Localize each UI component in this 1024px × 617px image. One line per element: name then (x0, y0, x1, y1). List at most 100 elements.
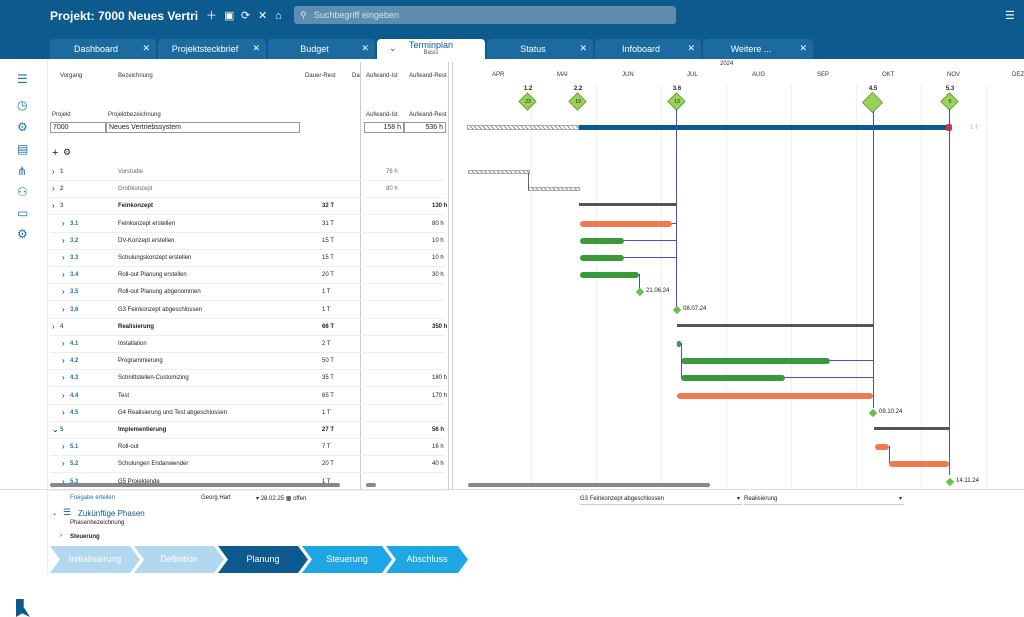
bar-grobkonzept[interactable] (528, 187, 580, 192)
menu-icon[interactable]: ☰ (17, 72, 28, 86)
gantt-scrollbar[interactable] (468, 483, 710, 487)
task-name[interactable]: G5 Projektende (118, 478, 160, 485)
id-card-icon[interactable]: ▭ (17, 206, 29, 220)
task-id[interactable]: 4 (60, 323, 64, 330)
bar-3-2[interactable] (580, 237, 624, 244)
task-name[interactable]: Roll-out Planung abgenommen (118, 289, 201, 296)
task-name[interactable]: Programmierung (118, 358, 163, 365)
chevron-right-icon[interactable]: › (62, 235, 65, 245)
col-dauer[interactable]: Dauer-Rest (305, 73, 336, 79)
task-name[interactable]: Feinkonzept (118, 203, 154, 210)
bar-3-1[interactable] (580, 220, 672, 227)
project-id-field[interactable]: 7000 (50, 122, 106, 133)
phase-2[interactable]: Planung (218, 546, 308, 573)
calendar-icon[interactable]: ▦ (285, 496, 292, 502)
task-id[interactable]: 3.1 (70, 220, 79, 227)
tab-close-icon[interactable]: ✕ (252, 43, 260, 53)
grid-separator[interactable] (360, 62, 361, 490)
chevron-right-icon[interactable]: › (62, 270, 65, 280)
settings-sync-icon[interactable]: ⚙ (17, 120, 28, 134)
add-row-icon[interactable]: + (52, 147, 59, 159)
gantt-separator[interactable] (448, 62, 449, 490)
chevron-down-icon[interactable]: ⌄ (389, 43, 397, 53)
bar-feinkonzept[interactable] (579, 203, 677, 207)
col-vorgang[interactable]: Vorgang (60, 73, 83, 79)
tab-projektsteckbrief[interactable]: Projektsteckbrief ✕ (158, 39, 266, 59)
bar-vorstudie[interactable] (468, 170, 530, 174)
gear-icon[interactable]: ⚙ (17, 227, 28, 241)
task-name[interactable]: Test (118, 392, 130, 399)
bar-3-4[interactable] (580, 272, 639, 279)
bar-5-1[interactable] (875, 444, 889, 451)
bar-implementierung[interactable] (874, 427, 950, 430)
grid-scrollbar[interactable] (50, 483, 340, 487)
history-icon[interactable]: ◷ (17, 98, 28, 112)
close-icon[interactable]: ✕ (258, 10, 268, 22)
approval-date[interactable]: ▾ 28.02.25 ▦ offen (256, 496, 307, 502)
task-id[interactable]: 4.1 (70, 341, 79, 347)
tab-close-icon[interactable]: ✕ (579, 43, 587, 53)
bar-4-1[interactable] (677, 341, 681, 347)
chevron-right-icon[interactable]: › (62, 253, 65, 262)
bar-4-2[interactable] (681, 358, 830, 365)
chevron-right-icon[interactable]: › (62, 339, 65, 348)
task-id[interactable]: 5.3 (70, 478, 79, 485)
chevron-right-icon[interactable]: › (52, 321, 55, 331)
project-bar[interactable] (579, 125, 948, 130)
bar-3-3[interactable] (580, 255, 624, 261)
tab-close-icon[interactable]: ✕ (361, 43, 369, 53)
task-name[interactable]: Installation (118, 341, 147, 347)
phase-0[interactable]: Initialisierung (50, 546, 140, 573)
task-name[interactable]: Implementierung (118, 427, 167, 433)
chevron-right-icon[interactable]: › (52, 167, 55, 176)
search-input[interactable]: ⚲ Suchbegriff eingeben (294, 6, 676, 24)
bar-realisierung[interactable] (677, 323, 874, 327)
task-name[interactable]: Roll-out Planung erstellen (118, 272, 187, 279)
col-bezeichnung[interactable]: Bezeichnung (118, 73, 153, 79)
col-da[interactable]: Da (352, 73, 360, 79)
task-id[interactable]: 4.4 (70, 392, 79, 399)
tab-terminplan[interactable]: ⌄ Terminplan Basis (377, 39, 485, 60)
chevron-down-icon[interactable]: ⌄ (52, 511, 58, 517)
task-id[interactable]: 3.5 (70, 289, 79, 296)
bar-5-2[interactable] (889, 461, 949, 468)
task-id[interactable]: 3.2 (70, 237, 79, 244)
task-id[interactable]: 1 (60, 169, 64, 175)
tab-weitere[interactable]: Weitere ... ✕ (703, 39, 813, 59)
phase-select[interactable]: Realisierung ▾ (744, 494, 904, 505)
chevron-down-icon[interactable]: ▾ (256, 496, 261, 502)
project-name-field[interactable]: Neues Vertriebssystem (106, 122, 300, 133)
phase-4[interactable]: Abschluss (386, 546, 468, 573)
bar-4-3[interactable] (681, 375, 785, 382)
col-aufwand-rest[interactable]: Aufwand-Rest (409, 73, 447, 79)
tree-icon[interactable]: ⋔ (17, 164, 28, 178)
task-id[interactable]: 5.2 (70, 461, 79, 468)
chevron-right-icon[interactable]: › (52, 201, 55, 211)
task-id[interactable]: 3.6 (70, 306, 79, 313)
chevron-right-icon[interactable]: › (62, 218, 65, 228)
chevron-right-icon[interactable]: › (62, 459, 65, 469)
chevron-right-icon[interactable]: › (62, 287, 65, 297)
presentation-icon[interactable]: ▤ (17, 142, 29, 156)
tab-close-icon[interactable]: ✕ (799, 43, 807, 53)
tab-status[interactable]: Status ✕ (487, 39, 593, 59)
home-icon[interactable]: ⌂ (275, 10, 282, 22)
phase-3[interactable]: Steuerung (302, 546, 392, 573)
tab-close-icon[interactable]: ✕ (142, 43, 150, 53)
col-aufwand-ist[interactable]: Aufwand-Ist (366, 73, 398, 79)
task-id[interactable]: 4.5 (70, 409, 79, 416)
tab-infoboard[interactable]: Infoboard ✕ (595, 39, 701, 59)
task-id[interactable]: 3 (60, 203, 64, 210)
task-name[interactable]: Schulungen Endanwender (118, 461, 189, 468)
chevron-right-icon[interactable]: › (60, 533, 62, 539)
chevron-right-icon[interactable]: › (62, 390, 65, 400)
chevron-right-icon[interactable]: ⌄ (52, 425, 59, 434)
task-id[interactable]: 4.2 (70, 358, 79, 365)
task-name[interactable]: G3 Feinkonzept abgeschlossen (118, 306, 203, 313)
freigabe-link[interactable]: Freigabe erteilen (70, 495, 116, 501)
task-id[interactable]: 3.3 (70, 255, 79, 261)
task-id[interactable]: 4.3 (70, 375, 79, 382)
tab-budget[interactable]: Budget ✕ (268, 39, 375, 59)
task-name[interactable]: Grobkonzept (118, 186, 153, 193)
chevron-right-icon[interactable]: › (62, 407, 65, 417)
